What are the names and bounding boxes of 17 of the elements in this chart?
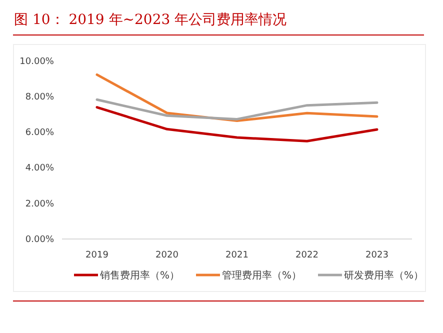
y-tick-label: 0.00% xyxy=(25,234,54,245)
y-tick-label: 4.00% xyxy=(25,164,54,174)
legend-label: 研发费用率（%） xyxy=(344,270,424,282)
y-tick-label: 2.00% xyxy=(25,199,54,210)
legend-label: 销售费用率（%） xyxy=(99,270,180,282)
x-tick-label: 2021 xyxy=(226,250,248,260)
line-series xyxy=(96,98,378,120)
chart-title: 图 10： 2019 年~2023 年公司费用率情况 xyxy=(14,12,287,28)
y-tick-label: 8.00% xyxy=(25,92,54,102)
x-tick-label: 2019 xyxy=(86,250,109,260)
line-series xyxy=(96,106,378,142)
x-tick-label: 2023 xyxy=(366,250,388,260)
y-tick-label: 10.00% xyxy=(20,56,54,67)
x-tick-label: 2022 xyxy=(296,250,318,260)
legend-label: 管理费用率（%） xyxy=(222,270,302,282)
y-tick-label: 6.00% xyxy=(25,128,54,138)
x-tick-label: 2020 xyxy=(156,250,179,260)
